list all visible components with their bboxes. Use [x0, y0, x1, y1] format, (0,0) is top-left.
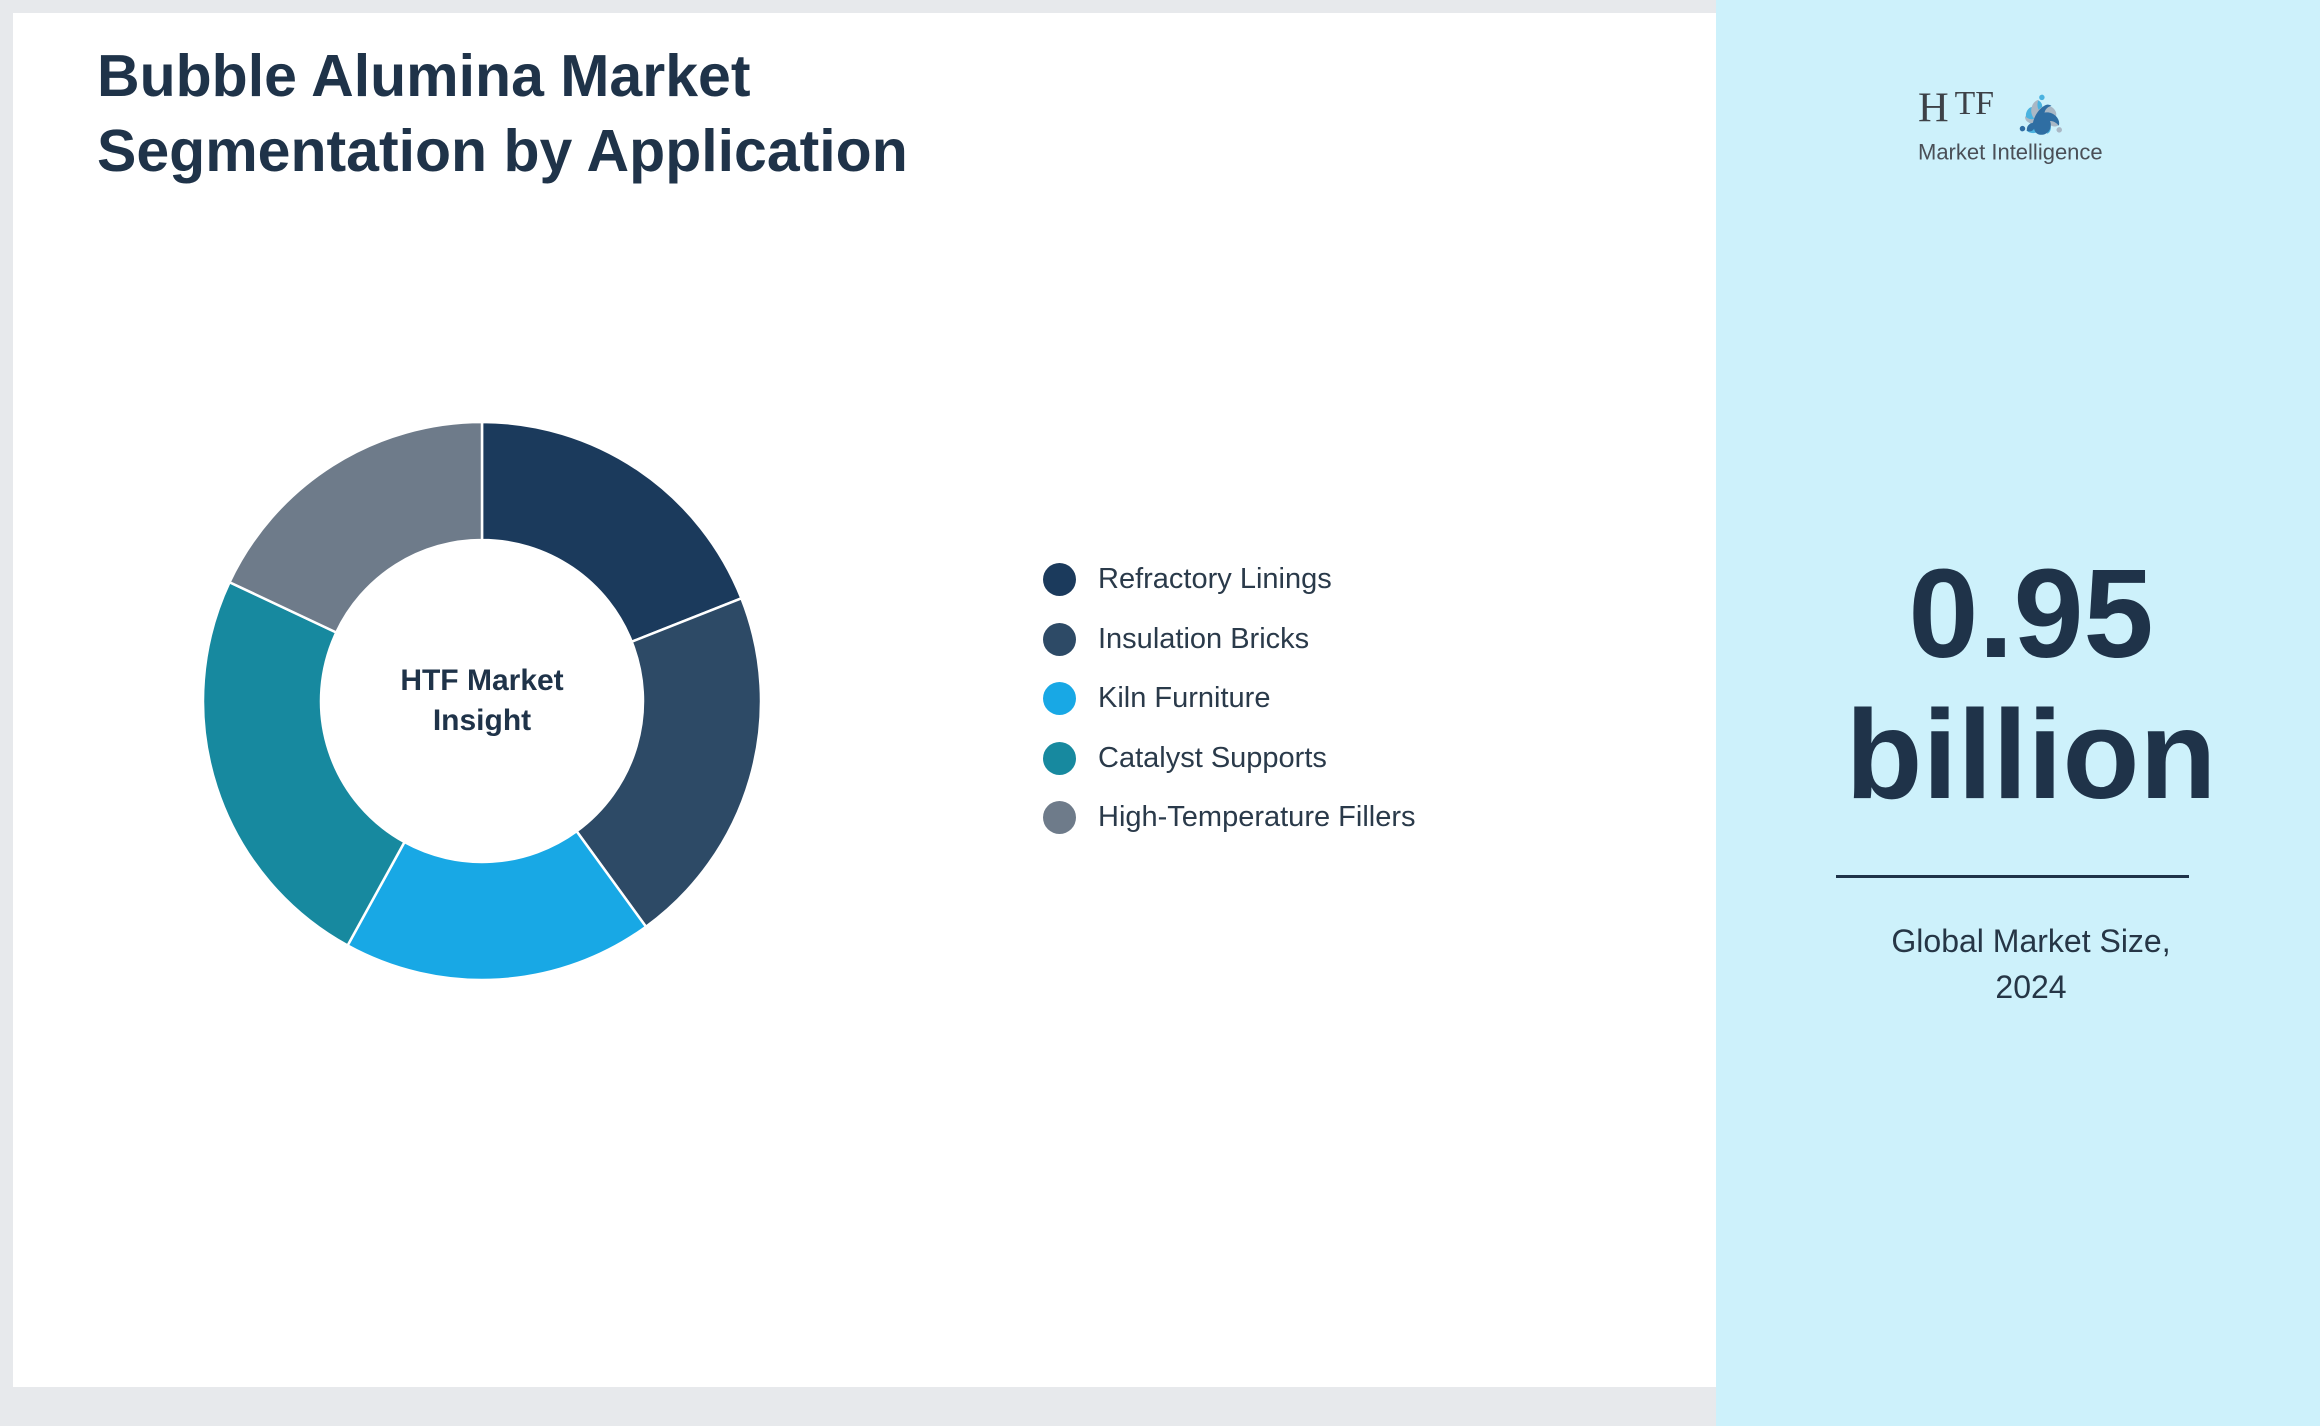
- svg-text:H: H: [1918, 85, 1949, 132]
- svg-text:TF: TF: [1955, 85, 1994, 122]
- svg-text:Market Intelligence: Market Intelligence: [1918, 140, 2103, 165]
